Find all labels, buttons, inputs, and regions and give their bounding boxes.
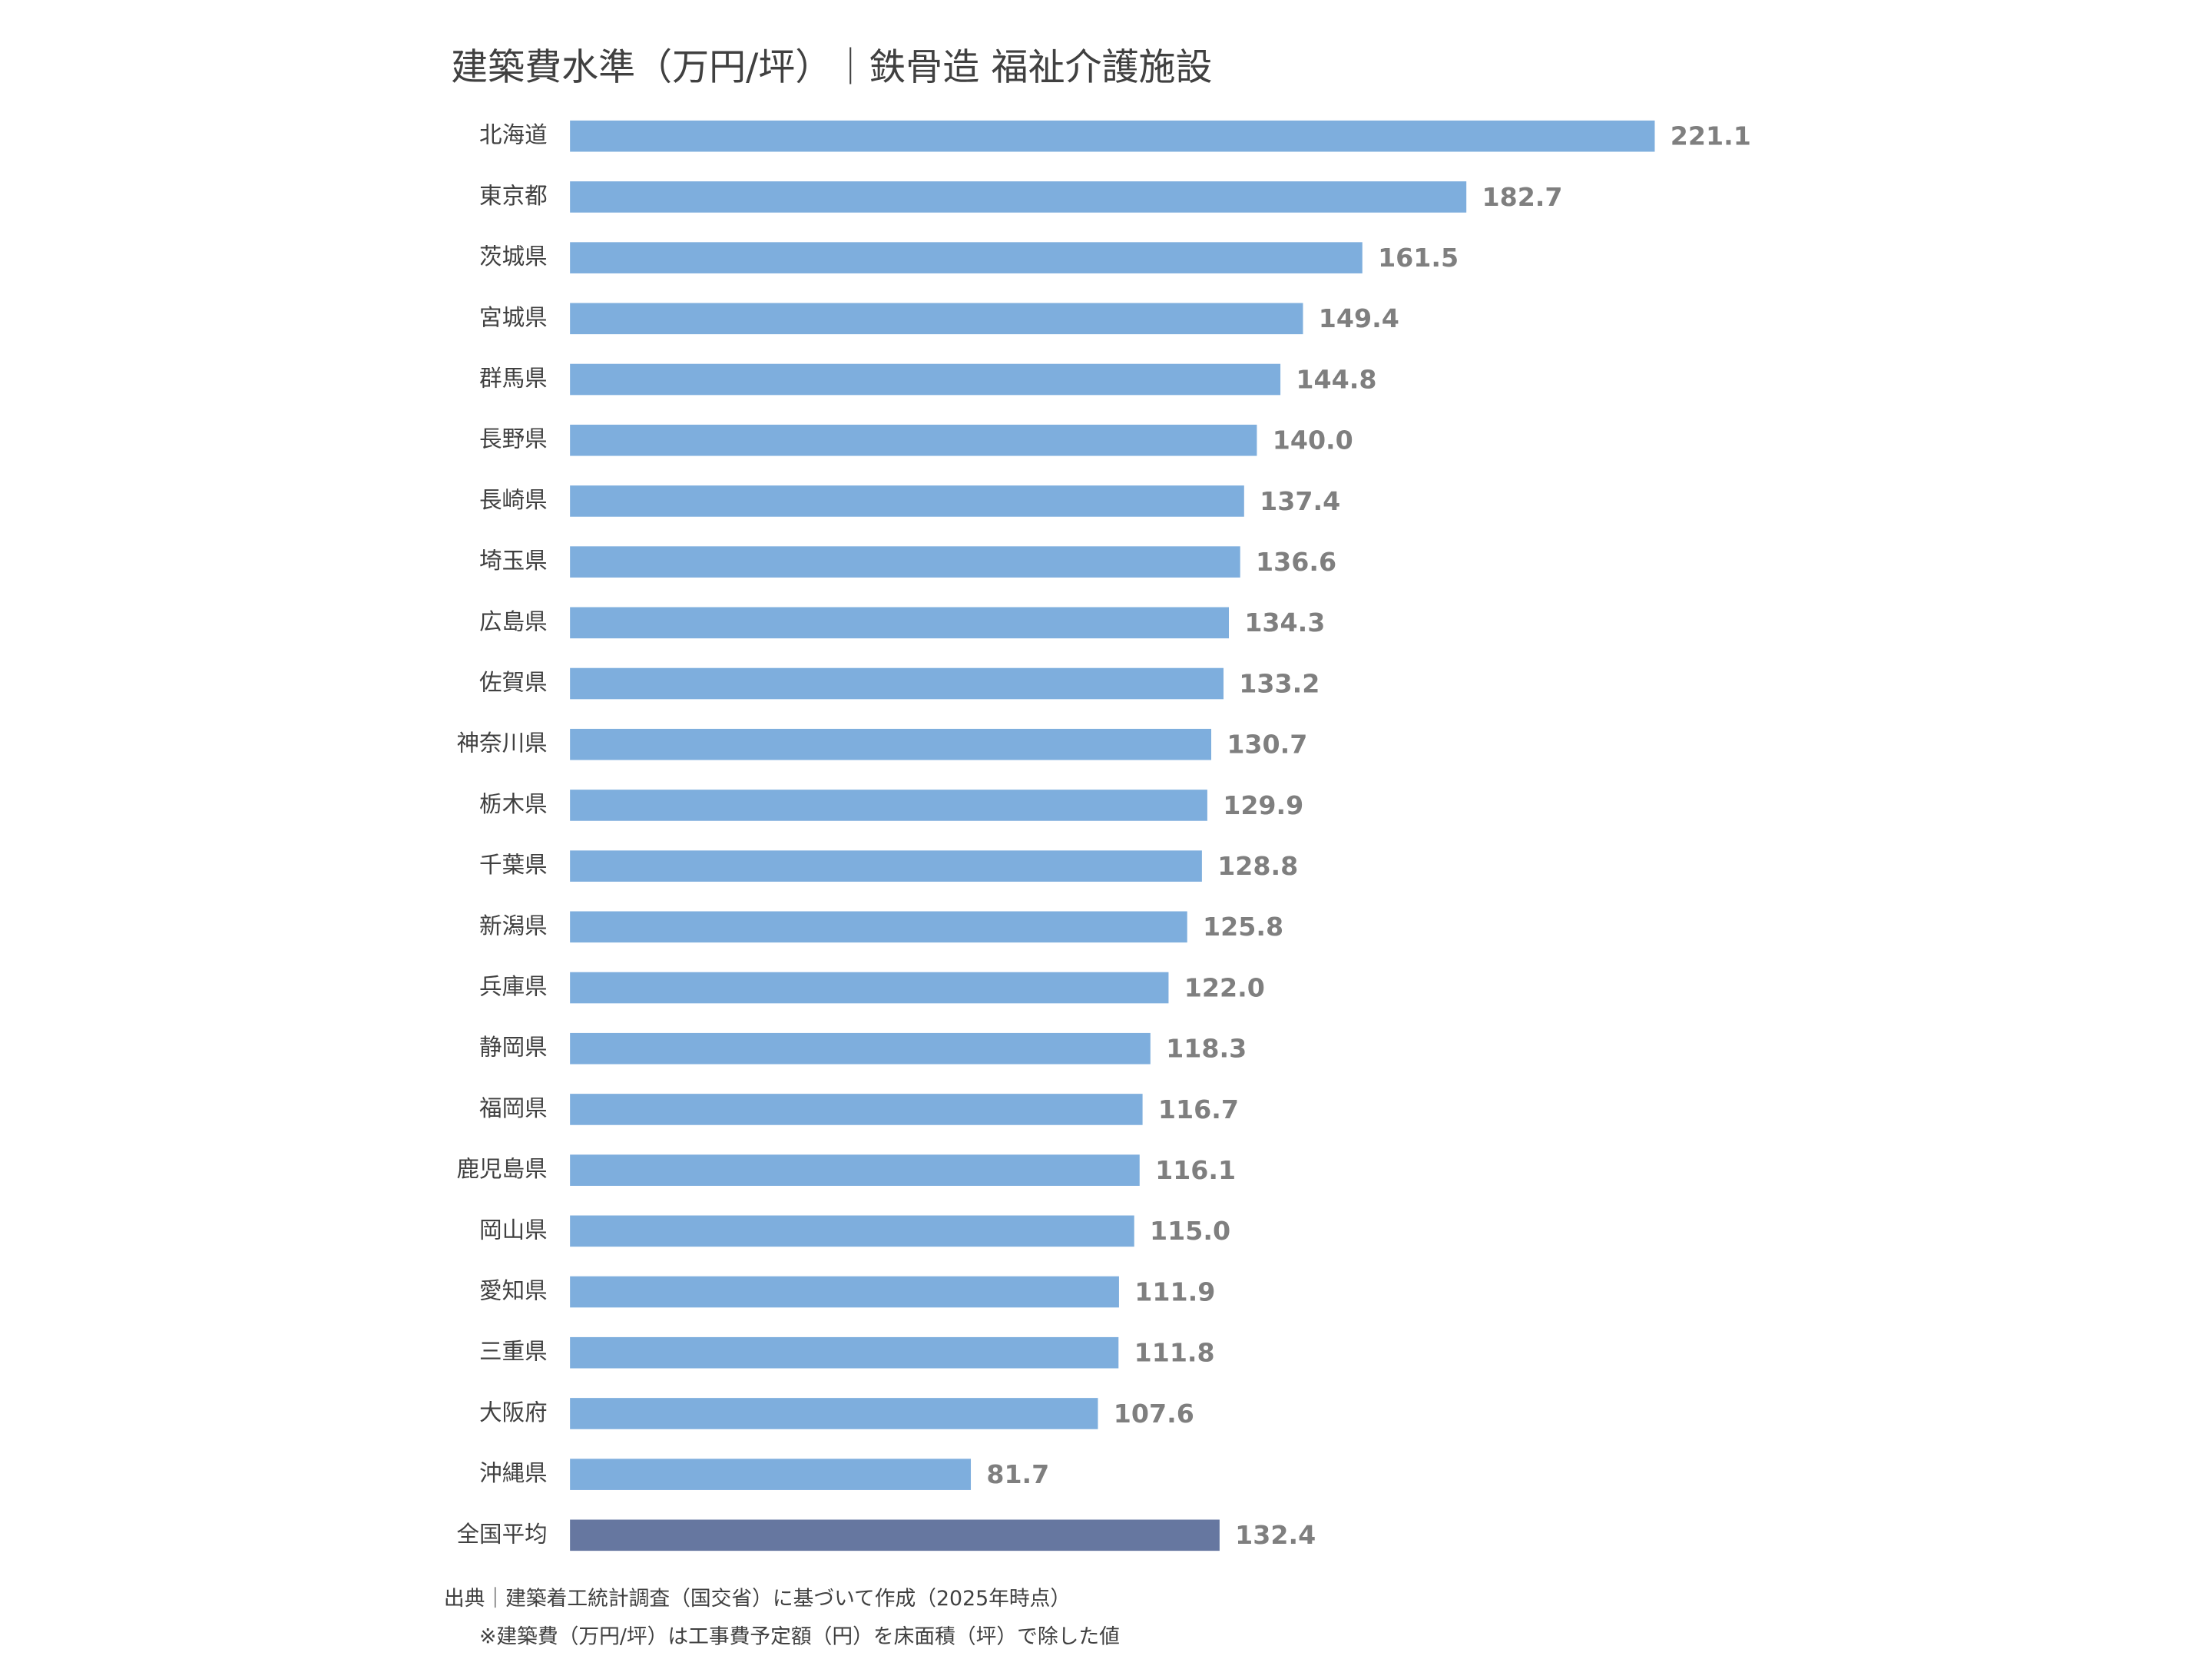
value-label: 221.1 [1671,121,1751,151]
bar [570,303,1303,335]
bar [570,1154,1140,1186]
category-label: 佐賀県 [479,670,548,696]
value-label: 129.9 [1223,790,1303,820]
bar [570,667,1224,700]
value-label: 81.7 [986,1459,1049,1489]
category-label: 埼玉県 [479,548,548,574]
category-label: 栃木県 [479,791,548,817]
bar [570,1336,1119,1369]
value-label: 115.0 [1150,1216,1230,1246]
value-label: 136.6 [1256,547,1336,577]
bar [570,181,1467,213]
bar [570,1459,972,1490]
category-label: 全国平均 [457,1521,548,1547]
category-label: 長崎県 [479,487,548,513]
category-label: 神奈川県 [457,730,548,757]
bar [570,363,1281,396]
bar [570,1215,1134,1247]
category-label: 愛知県 [479,1278,548,1304]
category-label: 福岡県 [479,1095,548,1121]
bar [570,790,1207,821]
bar [570,607,1230,639]
value-label: 111.9 [1134,1277,1215,1306]
value-label: 116.7 [1158,1094,1239,1124]
category-label: 茨城県 [479,243,548,270]
value-label: 107.6 [1114,1399,1194,1429]
bar [570,911,1187,943]
category-label: 岡山県 [479,1217,548,1243]
category-label: 三重県 [479,1339,548,1365]
bar [570,485,1244,517]
value-label: 116.1 [1155,1155,1236,1185]
bar [570,424,1257,456]
bar [570,1519,1220,1551]
value-label: 122.0 [1184,972,1265,1002]
category-label: 群馬県 [479,366,548,392]
category-label: 北海道 [479,122,548,148]
value-label: 161.5 [1378,243,1459,273]
bar [570,1094,1143,1125]
source-note: 出典｜建築着工統計調査（国交省）に基づいて作成（2025年時点） [444,1587,1071,1611]
value-label: 137.4 [1260,486,1340,516]
bar [570,1032,1151,1065]
chart-title: 建築費水準（万円/坪）｜鉄骨造 福祉介護施設 [451,45,1212,88]
bar [570,728,1212,760]
value-label: 111.8 [1134,1338,1215,1368]
value-label: 132.4 [1235,1520,1316,1550]
footnote: ※建築費（万円/坪）は工事費予定額（円）を床面積（坪）で除した値 [479,1625,1120,1649]
category-label: 東京都 [479,183,548,209]
bar [570,242,1363,273]
bar [570,1276,1119,1308]
bar [570,972,1169,1004]
value-label: 182.7 [1482,182,1562,212]
value-label: 128.8 [1217,851,1298,881]
value-label: 118.3 [1166,1034,1247,1064]
value-label: 144.8 [1296,364,1376,394]
category-label: 鹿児島県 [457,1156,548,1182]
category-label: 千葉県 [479,852,548,878]
bar [570,546,1240,578]
category-label: 兵庫県 [479,974,548,1000]
value-label: 130.7 [1227,730,1307,760]
bar [570,1398,1098,1429]
category-label: 長野県 [479,426,548,452]
category-label: 広島県 [479,608,548,634]
value-label: 133.2 [1239,668,1320,698]
value-label: 134.3 [1244,608,1325,637]
category-label: 大阪府 [479,1399,548,1426]
category-label: 新潟県 [479,912,548,939]
value-label: 140.0 [1273,426,1353,455]
bar [570,850,1202,882]
value-label: 125.8 [1203,912,1283,942]
value-label: 149.4 [1319,303,1399,333]
bar [570,120,1655,152]
category-label: 宮城県 [479,304,548,330]
category-label: 静岡県 [479,1035,548,1061]
category-label: 沖縄県 [479,1460,548,1486]
